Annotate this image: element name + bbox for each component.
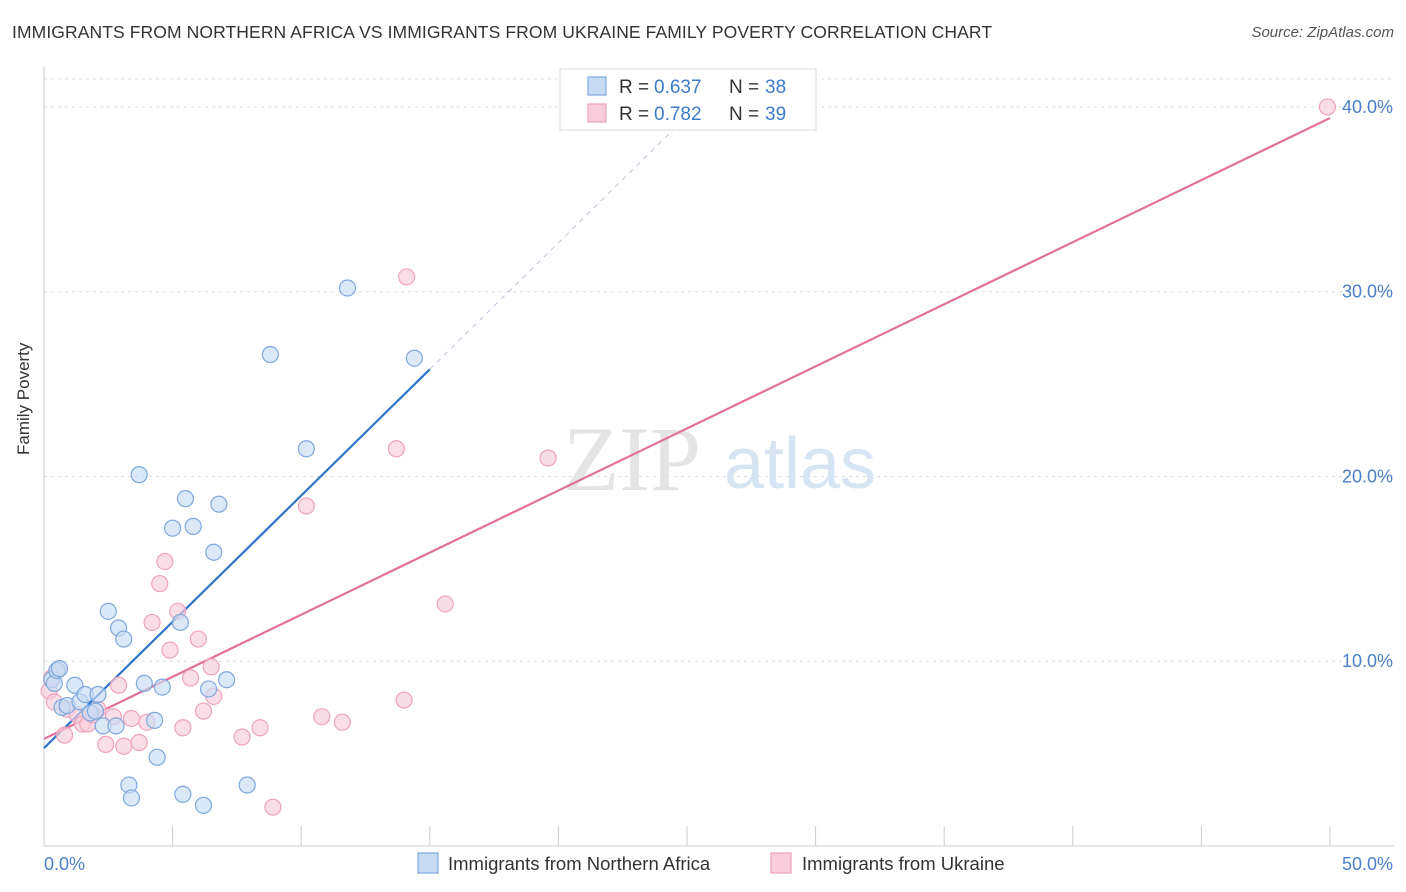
point-ukraine — [202, 658, 220, 676]
bottom-legend-swatch-2 — [770, 852, 792, 874]
point-northern-africa — [145, 711, 164, 729]
gridlines — [44, 78, 1394, 662]
point-ukraine — [313, 708, 331, 726]
point-ukraine — [264, 798, 282, 816]
x-tick-label-min: 0.0% — [44, 854, 85, 874]
watermark: ZIP atlas — [563, 408, 876, 510]
y-tick-label: 20.0% — [1342, 466, 1393, 486]
point-ukraine — [122, 709, 141, 728]
point-northern-africa — [218, 671, 236, 689]
point-ukraine — [97, 735, 115, 753]
bottom-legend-label-2: Immigrants from Ukraine — [802, 853, 1005, 874]
tick-labels: 10.0% 20.0% 30.0% 40.0% 0.0% 50.0% — [44, 97, 1393, 874]
point-ukraine — [297, 497, 315, 515]
legend-n-label: N = — [729, 77, 759, 98]
point-ukraine — [156, 552, 174, 571]
point-northern-africa — [99, 602, 117, 620]
point-ukraine — [395, 691, 413, 709]
legend-r-label: R = — [619, 77, 649, 98]
legend-swatch-2 — [587, 103, 607, 123]
point-ukraine — [233, 728, 251, 746]
point-northern-africa — [176, 490, 195, 508]
point-northern-africa — [405, 349, 423, 367]
point-ukraine — [182, 669, 200, 687]
trend-lines — [43, 115, 1331, 749]
point-northern-africa — [135, 674, 153, 693]
point-northern-africa — [107, 717, 125, 735]
watermark-zip: ZIP — [563, 408, 701, 510]
legend-n-label: N = — [729, 104, 759, 125]
legend-r-value: 0.782 — [654, 104, 702, 125]
point-northern-africa — [153, 678, 171, 696]
bottom-legend-swatch-1 — [417, 852, 439, 874]
point-northern-africa — [238, 776, 256, 794]
point-northern-africa — [171, 613, 189, 632]
point-ukraine — [539, 449, 557, 467]
point-northern-africa — [205, 543, 223, 561]
y-axis-label: Family Poverty — [14, 342, 33, 455]
x-tick-label-max: 50.0% — [1342, 854, 1393, 874]
point-northern-africa — [194, 796, 213, 814]
point-ukraine — [143, 613, 161, 632]
point-northern-africa — [122, 789, 141, 807]
point-northern-africa — [297, 440, 315, 458]
point-ukraine — [130, 733, 148, 752]
point-northern-africa — [174, 785, 192, 803]
point-ukraine — [333, 713, 351, 731]
point-ukraine — [194, 702, 213, 720]
y-tick-label: 10.0% — [1342, 651, 1393, 671]
point-northern-africa — [338, 279, 357, 297]
legend-n-value: 39 — [765, 104, 786, 125]
point-northern-africa — [184, 517, 202, 535]
bottom-legend: Immigrants from Northern Africa Immigrant… — [417, 852, 1005, 874]
point-northern-africa — [210, 495, 228, 513]
point-northern-africa — [115, 630, 133, 648]
point-northern-africa — [89, 685, 107, 704]
legend-r-label: R = — [619, 104, 649, 125]
legend-n-value: 38 — [765, 77, 786, 98]
legend-swatch-1 — [587, 76, 607, 96]
point-ukraine — [387, 440, 405, 458]
chart-title: IMMIGRANTS FROM NORTHERN AFRICA VS IMMIG… — [12, 22, 993, 42]
point-ukraine — [251, 719, 269, 737]
point-ukraine — [436, 595, 454, 613]
data-points — [40, 98, 1337, 816]
point-northern-africa — [261, 345, 279, 364]
y-tick-label: 30.0% — [1342, 282, 1393, 302]
point-northern-africa — [130, 466, 148, 484]
trend-line-1 — [43, 368, 431, 749]
point-ukraine — [174, 719, 192, 737]
bottom-legend-label-1: Immigrants from Northern Africa — [448, 853, 711, 874]
axes — [43, 66, 1394, 847]
point-northern-africa — [200, 680, 218, 698]
point-northern-africa — [86, 702, 105, 720]
point-northern-africa — [164, 519, 182, 537]
trend-line-2 — [43, 117, 1331, 740]
trend-extension-1 — [429, 115, 688, 370]
legend-r-value: 0.637 — [654, 77, 702, 98]
point-ukraine — [109, 676, 128, 694]
point-northern-africa — [50, 660, 69, 678]
point-ukraine — [55, 726, 74, 744]
point-ukraine — [115, 737, 133, 755]
point-northern-africa — [148, 748, 166, 766]
source-note: Source: ZipAtlas.com — [1251, 24, 1394, 41]
point-ukraine — [398, 268, 416, 286]
watermark-atlas: atlas — [724, 424, 876, 504]
point-ukraine — [1318, 98, 1337, 116]
point-ukraine — [189, 630, 207, 648]
legend: R = 0.637 N = 38 R = 0.782 N = 39 — [559, 68, 817, 131]
point-ukraine — [161, 641, 179, 659]
point-ukraine — [151, 575, 169, 593]
y-tick-label: 40.0% — [1342, 97, 1393, 117]
